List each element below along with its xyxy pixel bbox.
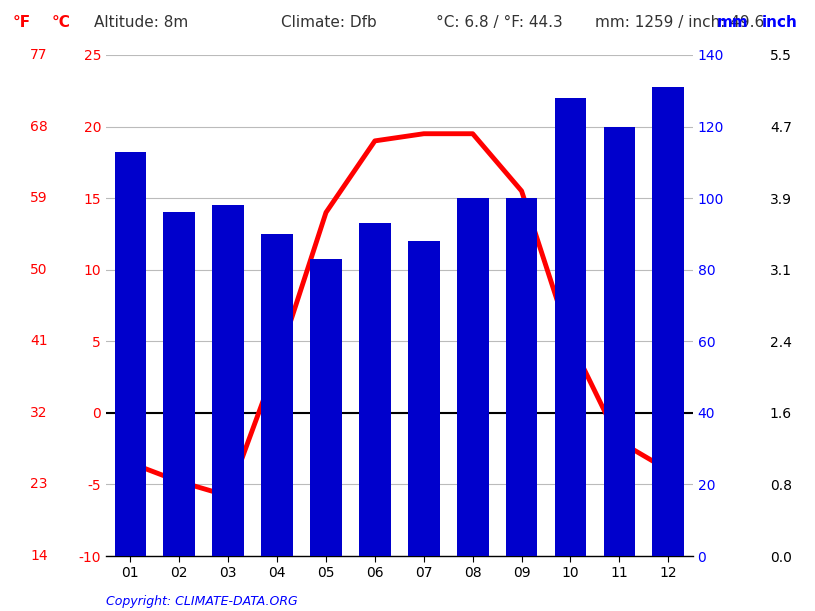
Bar <box>603 126 636 556</box>
Text: 32: 32 <box>30 406 47 420</box>
Text: Climate: Dfb: Climate: Dfb <box>281 15 377 31</box>
Bar <box>456 198 488 556</box>
Text: 59: 59 <box>30 191 47 205</box>
Bar <box>310 259 342 556</box>
Text: 14: 14 <box>30 549 47 563</box>
Text: 23: 23 <box>30 477 47 491</box>
Text: 77: 77 <box>30 48 47 62</box>
Bar <box>261 234 293 556</box>
Bar <box>212 205 244 556</box>
Text: °F: °F <box>12 15 30 31</box>
Bar <box>114 152 147 556</box>
Bar <box>359 223 391 556</box>
Text: 68: 68 <box>30 120 47 134</box>
Text: 50: 50 <box>30 263 47 277</box>
Text: °C: 6.8 / °F: 44.3: °C: 6.8 / °F: 44.3 <box>436 15 563 31</box>
Bar <box>408 241 440 556</box>
Text: Copyright: CLIMATE-DATA.ORG: Copyright: CLIMATE-DATA.ORG <box>106 595 297 608</box>
Text: Altitude: 8m: Altitude: 8m <box>94 15 188 31</box>
Bar <box>554 98 586 556</box>
Text: mm: 1259 / inch: 49.6: mm: 1259 / inch: 49.6 <box>595 15 764 31</box>
Text: inch: inch <box>762 15 798 31</box>
Text: °C: °C <box>51 15 70 31</box>
Bar <box>652 87 684 556</box>
Text: mm: mm <box>717 15 749 31</box>
Bar <box>505 198 538 556</box>
Text: 41: 41 <box>30 334 47 348</box>
Bar <box>163 213 196 556</box>
